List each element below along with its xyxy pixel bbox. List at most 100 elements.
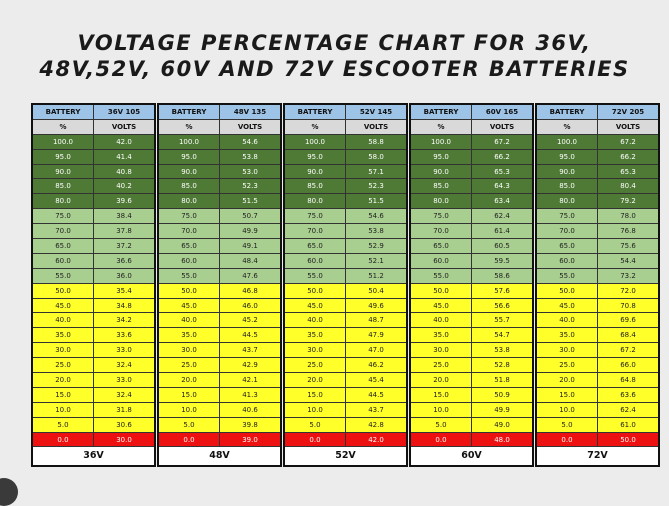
table-row: 0.0 50.0 xyxy=(537,432,658,448)
volts-cell: 68.4 xyxy=(598,328,658,344)
table-row: 65.0 75.6 xyxy=(537,239,658,254)
volts-cell: 42.0 xyxy=(94,134,154,150)
table-row: 40.0 34.2 xyxy=(33,313,154,329)
percent-cell: 65.0 xyxy=(411,239,472,254)
table-row: 50.0 46.8 xyxy=(159,283,280,299)
volts-cell: 51.2 xyxy=(346,268,406,284)
table-row: 85.0 40.2 xyxy=(33,179,154,195)
volts-cell: 48.7 xyxy=(346,313,406,329)
table-row: 95.0 66.2 xyxy=(411,149,532,165)
percent-cell: 95.0 xyxy=(537,149,598,165)
table-row: 65.0 52.9 xyxy=(285,239,406,254)
battery-model: 60V 165 xyxy=(472,105,532,120)
volts-cell: 78.0 xyxy=(598,209,658,225)
volts-cell: 49.9 xyxy=(472,402,532,418)
volts-cell: 39.6 xyxy=(94,194,154,210)
table-row: 90.0 40.8 xyxy=(33,164,154,180)
table-row: 35.0 54.7 xyxy=(411,328,532,344)
table-row: 30.0 47.0 xyxy=(285,343,406,359)
table-row: 50.0 72.0 xyxy=(537,283,658,299)
percent-cell: 50.0 xyxy=(159,283,220,299)
percent-cell: 45.0 xyxy=(159,298,220,314)
percent-cell: 85.0 xyxy=(537,179,598,195)
percent-cell: 15.0 xyxy=(159,387,220,403)
volts-cell: 33.0 xyxy=(94,373,154,388)
table-row: 55.0 36.0 xyxy=(33,268,154,284)
volts-cell: 52.8 xyxy=(472,358,532,374)
volts-cell: 43.7 xyxy=(220,343,280,359)
table-row: 75.0 50.7 xyxy=(159,209,280,225)
percent-cell: 15.0 xyxy=(33,387,94,403)
volts-cell: 53.0 xyxy=(220,164,280,180)
percent-cell: 55.0 xyxy=(285,268,346,284)
volts-cell: 55.7 xyxy=(472,313,532,329)
table-footer: 72V xyxy=(537,447,658,466)
table-row: 80.0 79.2 xyxy=(537,194,658,210)
table-row: 70.0 61.4 xyxy=(411,224,532,240)
table-row: 60.0 36.6 xyxy=(33,253,154,269)
volts-cell: 44.5 xyxy=(220,328,280,344)
table-row: 30.0 33.0 xyxy=(33,343,154,359)
percent-cell: 70.0 xyxy=(537,224,598,240)
table-row: 35.0 33.6 xyxy=(33,328,154,344)
volts-cell: 56.6 xyxy=(472,298,532,314)
percent-cell: 95.0 xyxy=(33,149,94,165)
volts-cell: 57.1 xyxy=(346,164,406,180)
table-row: 60.0 54.4 xyxy=(537,253,658,269)
table-row: 35.0 68.4 xyxy=(537,328,658,344)
volts-cell: 39.0 xyxy=(220,432,280,448)
percent-header: % xyxy=(285,119,346,135)
table-header-row: BATTERY 72V 205 xyxy=(537,105,658,120)
volts-cell: 33.6 xyxy=(94,328,154,344)
table-row: 100.0 67.2 xyxy=(411,134,532,150)
percent-cell: 15.0 xyxy=(411,387,472,403)
percent-cell: 25.0 xyxy=(285,358,346,374)
table-subheader-row: % VOLTS xyxy=(33,119,154,135)
volts-cell: 65.3 xyxy=(472,164,532,180)
percent-cell: 70.0 xyxy=(33,224,94,240)
volts-cell: 49.9 xyxy=(220,224,280,240)
volts-header: VOLTS xyxy=(94,119,154,135)
table-row: 10.0 31.8 xyxy=(33,402,154,418)
battery-label: BATTERY xyxy=(537,105,598,120)
table-row: 75.0 54.6 xyxy=(285,209,406,225)
percent-cell: 55.0 xyxy=(537,268,598,284)
volts-cell: 32.4 xyxy=(94,387,154,403)
table-row: 85.0 80.4 xyxy=(537,179,658,195)
table-row: 10.0 40.6 xyxy=(159,402,280,418)
percent-header: % xyxy=(159,119,220,135)
percent-cell: 20.0 xyxy=(411,373,472,388)
percent-cell: 60.0 xyxy=(159,253,220,269)
percent-cell: 75.0 xyxy=(537,209,598,225)
percent-cell: 75.0 xyxy=(33,209,94,225)
percent-cell: 55.0 xyxy=(411,268,472,284)
percent-cell: 80.0 xyxy=(159,194,220,210)
volts-cell: 49.1 xyxy=(220,239,280,254)
volts-cell: 33.0 xyxy=(94,343,154,359)
percent-cell: 40.0 xyxy=(33,313,94,329)
volts-cell: 66.2 xyxy=(598,149,658,165)
percent-cell: 35.0 xyxy=(285,328,346,344)
table-row: 30.0 67.2 xyxy=(537,343,658,359)
volts-cell: 39.8 xyxy=(220,417,280,433)
volts-cell: 60.5 xyxy=(472,239,532,254)
percent-cell: 35.0 xyxy=(537,328,598,344)
table-row: 5.0 61.0 xyxy=(537,417,658,433)
volts-cell: 41.4 xyxy=(94,149,154,165)
volts-cell: 48.0 xyxy=(472,432,532,448)
percent-cell: 10.0 xyxy=(537,402,598,418)
table-row: 65.0 49.1 xyxy=(159,239,280,254)
percent-cell: 50.0 xyxy=(285,283,346,299)
percent-cell: 5.0 xyxy=(537,417,598,433)
volts-cell: 42.9 xyxy=(220,358,280,374)
percent-cell: 5.0 xyxy=(159,417,220,433)
volts-cell: 45.4 xyxy=(346,373,406,388)
volts-cell: 80.4 xyxy=(598,179,658,195)
percent-cell: 100.0 xyxy=(411,134,472,150)
volts-cell: 61.0 xyxy=(598,417,658,433)
percent-cell: 65.0 xyxy=(33,239,94,254)
percent-cell: 65.0 xyxy=(159,239,220,254)
volts-cell: 54.6 xyxy=(220,134,280,150)
table-row: 25.0 46.2 xyxy=(285,358,406,374)
table-row: 45.0 56.6 xyxy=(411,298,532,314)
